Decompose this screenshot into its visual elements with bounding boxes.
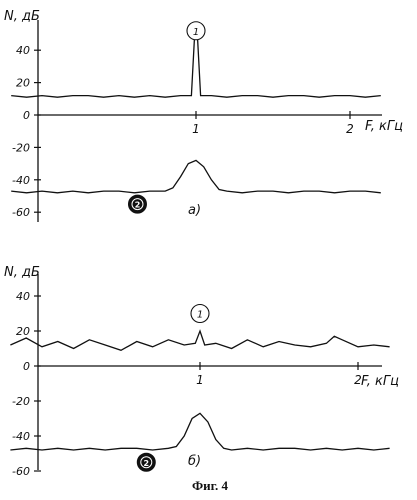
y-axis-label: N, дБ xyxy=(4,265,40,280)
series-1-line xyxy=(10,331,389,350)
series-1-line xyxy=(11,36,381,98)
y-tick-label: -60 xyxy=(12,465,30,478)
series-marker-label: 2 xyxy=(143,459,149,468)
series-marker-label: 1 xyxy=(193,27,199,38)
panel-label: а) xyxy=(188,203,201,218)
y-tick-label: 40 xyxy=(16,290,30,303)
x-axis-label: F, кГц xyxy=(361,374,399,389)
traces xyxy=(10,331,389,450)
series-2-line xyxy=(11,160,381,192)
y-tick-label: 40 xyxy=(16,44,30,57)
y-tick-label: -20 xyxy=(12,141,30,154)
y-tick-label: -40 xyxy=(12,174,30,187)
y-tick-label: -40 xyxy=(12,430,30,443)
x-tick-label: 1 xyxy=(192,122,200,136)
y-tick-label: 0 xyxy=(23,360,30,373)
x-tick-label: 1 xyxy=(196,373,204,387)
panel-a: N, дБ F, кГц а) 40 20 0 -20 -40 -60 1 2 1 2 xyxy=(4,9,403,222)
series-marker-label: 1 xyxy=(197,310,203,321)
figure-caption: Фиг. 4 xyxy=(192,478,229,493)
x-tick-label: 2 xyxy=(354,373,362,387)
series-marker-label: 2 xyxy=(135,201,141,210)
y-tick-label: -20 xyxy=(12,395,30,408)
y-tick-label: 0 xyxy=(23,109,30,122)
panel-label: б) xyxy=(188,454,201,469)
panel-b: N, дБ F, кГц б) 40200-20-40-60 12 12 xyxy=(4,265,399,478)
y-tick-label: -60 xyxy=(12,206,30,219)
y-tick-label: 20 xyxy=(16,325,30,338)
series-2-line xyxy=(10,413,389,450)
series-markers: 12 xyxy=(137,305,209,472)
y-axis-label: N, дБ xyxy=(4,9,40,24)
y-tick-label: 20 xyxy=(16,77,30,90)
x-tick-label: 2 xyxy=(346,122,354,136)
x-axis-label: F, кГц xyxy=(365,119,403,134)
